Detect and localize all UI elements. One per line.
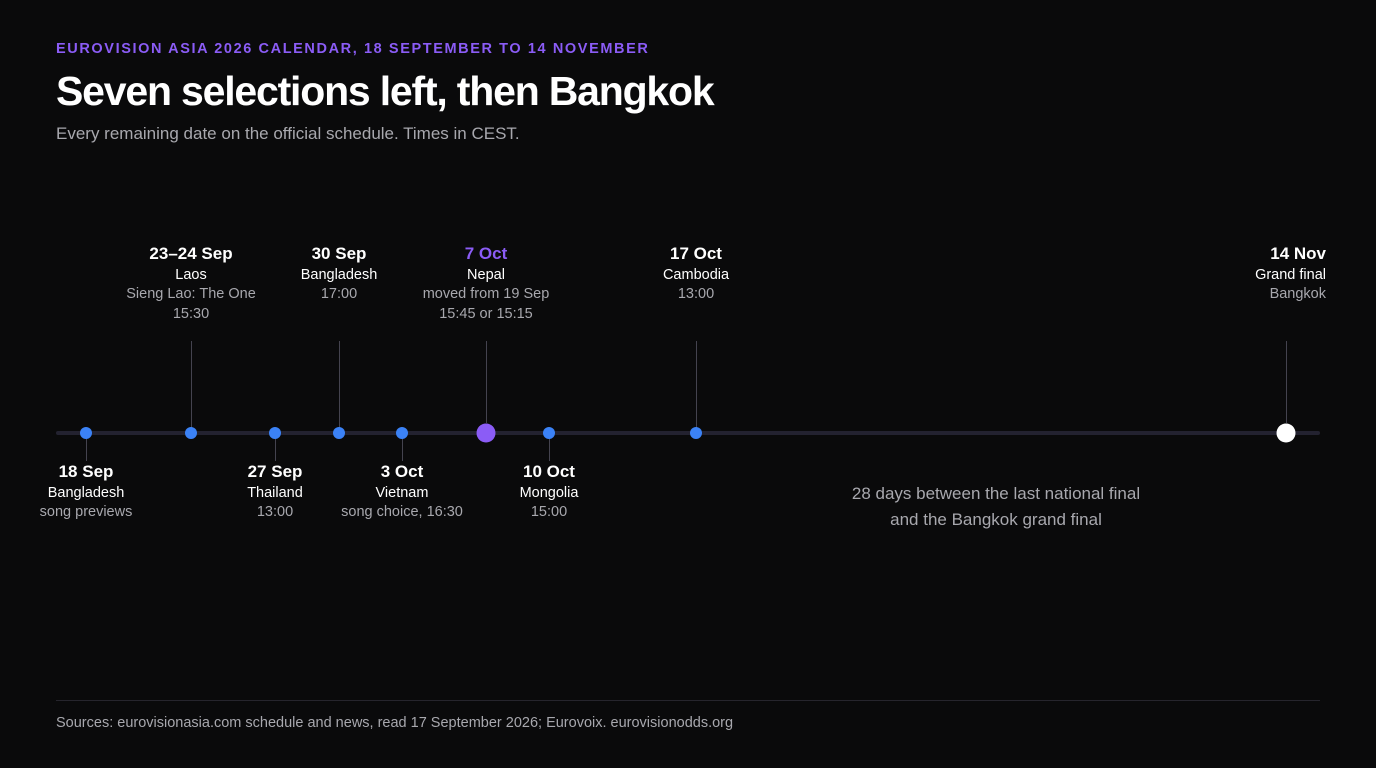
event-country: Vietnam xyxy=(375,485,429,501)
event-dot-14-nov xyxy=(1276,423,1296,443)
stem-27-sep xyxy=(275,437,276,461)
page-title: Seven selections left, then Bangkok xyxy=(56,68,715,114)
timeline-axis xyxy=(56,431,1320,435)
event-date: 17 Oct xyxy=(670,244,722,263)
event-label-3-oct: 3 Oct Vietnam song choice, 16:30 xyxy=(341,461,463,523)
event-country: Laos xyxy=(175,267,207,283)
event-label-23-24-sep: 23–24 Sep Laos Sieng Lao: The One 15:30 xyxy=(126,243,256,324)
event-country: Grand final xyxy=(1255,267,1326,283)
event-country: Nepal xyxy=(467,267,505,283)
event-dot-23-24-sep xyxy=(185,427,197,439)
stem-7-oct xyxy=(486,341,487,423)
stem-17-oct xyxy=(696,341,697,431)
eyebrow: EUROVISION ASIA 2026 CALENDAR, 18 SEPTEM… xyxy=(56,41,650,57)
event-dot-18-sep xyxy=(80,427,92,439)
event-detail: 15:30 xyxy=(172,305,210,322)
event-dot-17-oct xyxy=(690,427,702,439)
event-country: Bangladesh xyxy=(47,485,125,501)
event-detail: Sieng Lao: The One xyxy=(126,286,256,302)
event-date: 7 Oct xyxy=(464,244,508,263)
event-detail: 13:00 xyxy=(256,504,294,520)
event-date: 30 Sep xyxy=(311,244,367,263)
event-dot-3-oct xyxy=(396,427,408,439)
footer-divider xyxy=(56,700,1320,701)
event-dot-7-oct xyxy=(476,423,496,443)
event-detail: Bangkok xyxy=(1269,286,1326,302)
event-label-18-sep: 18 Sep Bangladesh song previews xyxy=(40,461,133,523)
stem-30-sep xyxy=(339,341,340,431)
page-subtitle: Every remaining date on the official sch… xyxy=(56,124,520,143)
event-label-10-oct: 10 Oct Mongolia 15:00 xyxy=(520,461,579,523)
gap-annotation-line: and the Bangkok grand final xyxy=(890,510,1102,529)
event-dot-30-sep xyxy=(333,427,345,439)
event-country: Mongolia xyxy=(519,485,579,501)
event-country: Thailand xyxy=(247,485,303,501)
event-country: Cambodia xyxy=(662,267,730,283)
event-dot-10-oct xyxy=(543,427,555,439)
sources-footer: Sources: eurovisionasia.com schedule and… xyxy=(56,715,734,731)
event-date: 3 Oct xyxy=(380,462,424,481)
event-detail: song choice, 16:30 xyxy=(341,504,463,520)
event-detail: 15:00 xyxy=(530,504,568,520)
event-detail: song previews xyxy=(39,504,133,520)
event-detail: 15:45 or 15:15 xyxy=(439,305,533,322)
event-detail: 13:00 xyxy=(677,286,715,302)
event-country: Bangladesh xyxy=(300,267,378,283)
stem-18-sep xyxy=(86,437,87,461)
stem-14-nov xyxy=(1286,341,1287,423)
event-label-27-sep: 27 Sep Thailand 13:00 xyxy=(247,461,303,523)
stem-10-oct xyxy=(549,437,550,461)
event-date: 18 Sep xyxy=(58,462,114,481)
gap-annotation-line: 28 days between the last national final xyxy=(851,484,1141,503)
event-dot-27-sep xyxy=(269,427,281,439)
stem-3-oct xyxy=(402,437,403,461)
event-date: 23–24 Sep xyxy=(149,244,233,263)
event-label-17-oct: 17 Oct Cambodia 13:00 xyxy=(663,243,729,305)
gap-annotation: 28 days between the last national final … xyxy=(816,481,1176,533)
event-detail: moved from 19 Sep xyxy=(422,286,550,302)
event-date: 14 Nov xyxy=(1270,244,1326,263)
event-date: 27 Sep xyxy=(247,462,303,481)
event-label-7-oct: 7 Oct Nepal moved from 19 Sep 15:45 or 1… xyxy=(423,243,550,324)
event-label-30-sep: 30 Sep Bangladesh 17:00 xyxy=(301,243,378,305)
event-label-14-nov: 14 Nov Grand final Bangkok xyxy=(1255,243,1326,305)
event-detail: 17:00 xyxy=(320,286,358,302)
stem-23-24-sep xyxy=(191,341,192,431)
event-date: 10 Oct xyxy=(523,462,575,481)
